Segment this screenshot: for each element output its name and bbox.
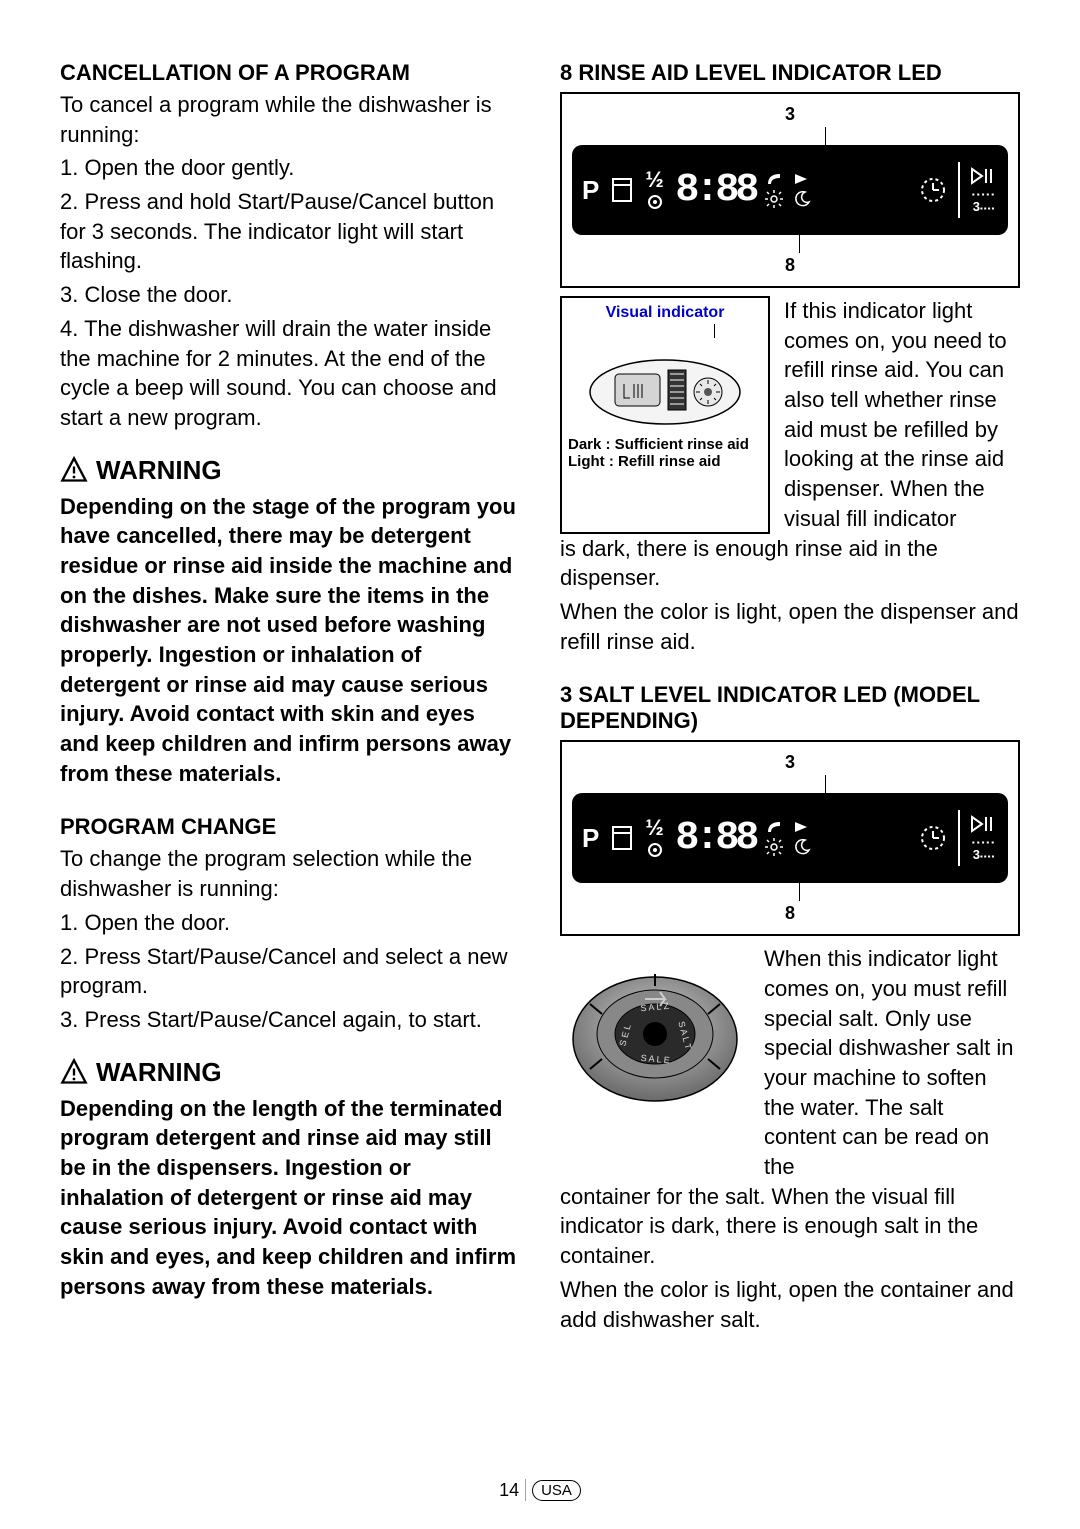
salt-side-text: When this indicator light comes on, you … <box>764 944 1020 1182</box>
moon-icon <box>793 838 811 856</box>
p-icon: P <box>582 823 599 854</box>
panel-bot-label: 8 <box>572 903 1008 924</box>
cancel-s2: 2. Press and hold Start/Pause/Cancel but… <box>60 187 520 276</box>
sun-icon <box>765 838 783 856</box>
callout-line <box>799 235 800 253</box>
cancel-s3: 3. Close the door. <box>60 280 520 310</box>
salt-cap-icon: S A L Z S E L S A L T S A L E <box>560 944 750 1114</box>
visual-dark-label: Dark : Sufficient rinse aid <box>568 436 762 453</box>
callout-line <box>799 883 800 901</box>
warning-icon <box>60 456 88 484</box>
callout-line <box>825 127 826 145</box>
time-display: 8:88 <box>675 816 755 861</box>
cancel-title: CANCELLATION OF A PROGRAM <box>60 60 520 86</box>
visual-light-label: Light : Refill rinse aid <box>568 453 762 470</box>
eco-icon <box>645 842 665 858</box>
play-pause-icon <box>970 815 998 833</box>
start-icon-group: ▪▪▪▪▪ 3▪▪▪▪ <box>970 815 998 862</box>
footer-separator <box>525 1479 526 1501</box>
eco-icon <box>645 194 665 210</box>
rinse-aid-icon <box>765 820 783 834</box>
cup-icon <box>609 823 635 853</box>
salt-cont1: container for the salt. When the visual … <box>560 1182 1020 1271</box>
icon-stack-2 <box>793 820 811 856</box>
dots-icon: ▪▪▪▪▪ <box>970 190 998 199</box>
display-panel: P ½ 8:88 <box>572 793 1008 883</box>
icon-stack <box>765 172 783 208</box>
cancel-s4: 4. The dishwasher will drain the water i… <box>60 314 520 433</box>
panel-bot-label: 8 <box>572 255 1008 276</box>
moon-icon <box>793 190 811 208</box>
p-icon: P <box>582 175 599 206</box>
region-badge: USA <box>532 1480 581 1501</box>
half-eco-stack: ½ <box>645 818 665 858</box>
warning-2-text: Depending on the length of the terminate… <box>60 1094 520 1302</box>
right-column: 8 RINSE AID LEVEL INDICATOR LED 3 P ½ 8:… <box>560 60 1020 1338</box>
warning-icon <box>60 1058 88 1086</box>
panel-top-label: 3 <box>572 104 1008 125</box>
warning-2-heading: WARNING <box>60 1057 520 1088</box>
change-s3: 3. Press Start/Pause/Cancel again, to st… <box>60 1005 520 1035</box>
rinse-aid-icon <box>765 172 783 186</box>
panel-right: ▪▪▪▪▪ 3▪▪▪▪ <box>918 162 998 218</box>
salt-title: 3 SALT LEVEL INDICATOR LED (MODEL DEPEND… <box>560 682 1020 734</box>
time-display: 8:88 <box>675 168 755 213</box>
salt-indicator-row: S A L Z S E L S A L T S A L E When this … <box>560 944 1020 1182</box>
three-sec: 3 <box>973 847 980 862</box>
panel-top-label: 3 <box>572 752 1008 773</box>
cup-icon <box>609 175 635 205</box>
change-title: PROGRAM CHANGE <box>60 814 520 840</box>
dots-icon: ▪▪▪▪▪ <box>970 838 998 847</box>
panel-right: ▪▪▪▪▪ 3▪▪▪▪ <box>918 810 998 866</box>
warning-1-heading: WARNING <box>60 455 520 486</box>
change-s1: 1. Open the door. <box>60 908 520 938</box>
display-panel: P ½ 8:88 <box>572 145 1008 235</box>
salt-cont2: When the color is light, open the contai… <box>560 1275 1020 1334</box>
dispenser-icon <box>580 342 750 432</box>
sun-icon <box>765 190 783 208</box>
display-panel-rinse: 3 P ½ 8:88 <box>560 92 1020 288</box>
cancel-intro: To cancel a program while the dishwasher… <box>60 90 520 149</box>
half-eco-stack: ½ <box>645 170 665 210</box>
page-footer: 14 USA <box>0 1479 1080 1501</box>
three-sec: 3 <box>973 199 980 214</box>
warning-2-title: WARNING <box>96 1057 222 1088</box>
icon-stack-2 <box>793 172 811 208</box>
warning-1-text: Depending on the stage of the program yo… <box>60 492 520 789</box>
play-pause-icon <box>970 167 998 185</box>
page-number: 14 <box>499 1480 519 1501</box>
icon-stack <box>765 820 783 856</box>
rinse-side-text: If this indicator light comes on, you ne… <box>784 296 1020 534</box>
half-load-icon: ½ <box>645 818 665 838</box>
rinse-cont1: is dark, there is enough rinse aid in th… <box>560 534 1020 593</box>
callout-line <box>825 775 826 793</box>
clock-icon <box>918 175 948 205</box>
rinse-title: 8 RINSE AID LEVEL INDICATOR LED <box>560 60 1020 86</box>
clock-icon <box>918 823 948 853</box>
left-column: CANCELLATION OF A PROGRAM To cancel a pr… <box>60 60 520 1338</box>
warning-1-title: WARNING <box>96 455 222 486</box>
change-intro: To change the program selection while th… <box>60 844 520 903</box>
rinse-indicator-row: Visual indicator <box>560 296 1020 534</box>
half-load-icon: ½ <box>645 170 665 190</box>
change-s2: 2. Press Start/Pause/Cancel and select a… <box>60 942 520 1001</box>
start-icon-group: ▪▪▪▪▪ 3▪▪▪▪ <box>970 167 998 214</box>
cancel-s1: 1. Open the door gently. <box>60 153 520 183</box>
play-icon <box>793 820 809 834</box>
play-icon <box>793 172 809 186</box>
visual-indicator-box: Visual indicator <box>560 296 770 534</box>
rinse-cont2: When the color is light, open the dispen… <box>560 597 1020 656</box>
visual-indicator-title: Visual indicator <box>568 304 762 322</box>
display-panel-salt: 3 P ½ 8:88 <box>560 740 1020 936</box>
